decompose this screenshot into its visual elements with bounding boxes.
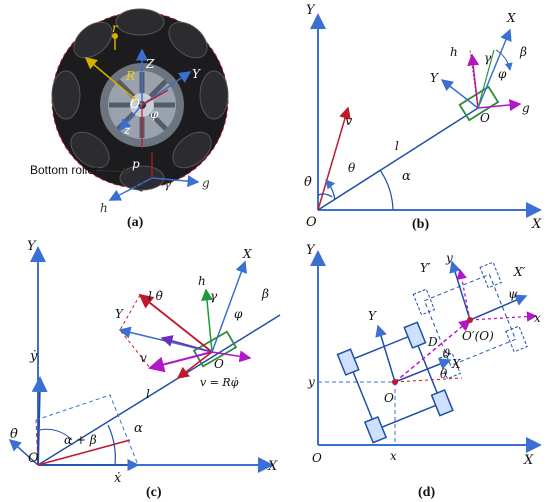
d-label-YI: Y [306,243,316,258]
d-label-psi: ψ [508,287,518,301]
caption-b: (b) [412,217,429,232]
label-gamma: γ [164,177,172,191]
label-O: O [130,97,140,111]
caption-a: (a) [127,215,144,230]
c-label-hi: h [198,274,206,288]
c-label-Yi: Y [115,307,124,321]
label-Q: Q [135,180,144,193]
panel-c-labels: Y X O X Y l θ̇ h γ β φ O v v = Rφ̇ l α ẏ… [10,239,278,486]
d-label-yI: y [307,375,315,389]
d-label-XI: X [523,453,534,468]
b-label-beta: β [519,45,527,59]
c-label-theta-dot: θ̇ [10,427,18,442]
b-label-phi: φ [498,67,507,81]
panel-d: Y X O Y X O y x D ϑ θ Y′ X′ y x ψ O′(O) … [306,243,542,500]
c-label-xdot: ẋ [114,471,122,486]
panel-c: Y X O X Y l θ̇ h γ β φ O v v = Rφ̇ l α ẏ… [8,239,281,500]
caption-c: (c) [146,485,162,500]
d-label-Xp: X′ [513,265,526,279]
c-label-gamma: γ [210,289,218,303]
panel-a-vectors [84,33,200,201]
c-label-alpha-beta: α + β [64,433,97,447]
caption-d: (d) [418,485,435,500]
d-label-OI: O [312,451,322,465]
label-phi: φ [150,107,159,121]
b-label-vo: v [345,114,353,129]
b-label-X: X [531,217,542,232]
label-p: p [132,157,140,171]
d-label-yr: y [445,251,453,265]
wheel-image [51,8,229,191]
c-label-vgi: v [140,351,147,365]
d-label-Op: O′(O) [462,329,494,343]
c-label-beta: β [261,287,269,301]
b-label-alpha: α [402,169,411,184]
bottom-roller-label: Bottom roller [30,163,98,177]
label-R: R [125,69,135,83]
label-Z: Z [145,57,155,71]
label-h: h [100,201,108,215]
panel-b-labels: Y X O X Y h g γ β φ O v θ l α θ̇ [304,3,542,232]
label-r: r [112,21,119,35]
c-label-Xi: X [242,247,252,261]
label-Y: Y [192,67,201,81]
robot-body-current [336,321,454,444]
c-label-phi: φ [234,307,243,321]
panel-a: r R Z Y O φ z p Q γ g h Bottom roller (a… [30,8,229,230]
c-label-alpha: α [134,421,143,436]
c-label-vi-eq: v = Rφ̇ [200,376,239,389]
b-label-gamma: γ [484,51,492,65]
c-label-li: l [146,387,150,401]
d-label-Y: Y [368,309,377,323]
b-label-O: O [306,215,317,230]
panel-a-labels: r R Z Y O φ z p Q γ g h Bottom roller [30,21,210,215]
b-label-gi: g [522,101,530,115]
c-label-ydot: ẏ [29,349,38,364]
d-label-X: X [451,357,461,371]
b-label-Xi: X [506,11,516,25]
b-label-hi: h [450,45,458,59]
c-label-Oi: O [214,357,224,371]
c-label-li-theta: l θ̇ [148,289,164,303]
c-label-X: X [267,459,278,474]
d-label-O: O [384,391,394,405]
d-label-D: D [427,335,438,349]
b-label-Y: Y [306,3,316,18]
b-label-Oi: O [480,111,490,125]
label-z: z [123,123,131,137]
d-label-theta-d: ϑ [442,347,451,361]
d-label-xI: x [390,449,397,463]
d-label-Yp: Y′ [420,261,431,275]
panel-d-labels: Y X O Y X O y x D ϑ θ Y′ X′ y x ψ O′(O) [306,243,541,468]
c-label-Y: Y [27,239,37,254]
b-label-Yi: Y [430,71,439,85]
label-g: g [202,176,210,190]
d-label-xr: x [534,311,541,325]
d-label-theta: θ [440,367,448,381]
b-label-theta-o: θ [348,161,356,175]
panel-b: Y X O X Y h g γ β φ O v θ l α θ̇ (b) [304,3,542,232]
b-label-li: l [395,139,399,153]
c-label-O: O [28,451,39,466]
b-label-theta-dot: θ̇ [304,175,312,190]
